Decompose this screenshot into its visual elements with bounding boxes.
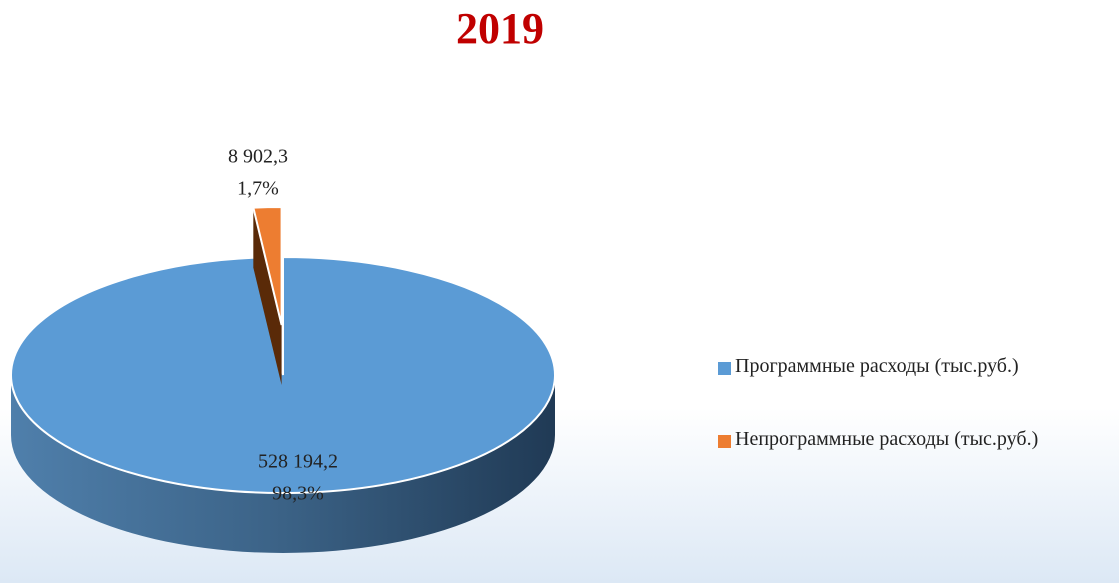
legend-swatch (718, 362, 731, 375)
chart-title: 2019 (456, 4, 544, 53)
legend-swatch (718, 435, 731, 448)
legend-item: Непрограммные расходы (тыс.руб.) (718, 428, 1118, 456)
percent-label: 1,7% (237, 178, 279, 200)
legend-label: Непрограммные расходы (тыс.руб.) (735, 428, 1039, 450)
percent-label: 98,3% (272, 483, 324, 505)
legend-item: Программные расходы (тыс.руб.) (718, 355, 1118, 383)
pie-slice (10, 255, 556, 494)
pie-side (11, 375, 555, 553)
pie-slice (252, 205, 283, 326)
pie-wall (253, 207, 282, 385)
legend-label: Программные расходы (тыс.руб.) (735, 355, 1019, 377)
value-label: 8 902,3 (228, 146, 288, 168)
value-label: 528 194,2 (258, 451, 338, 473)
